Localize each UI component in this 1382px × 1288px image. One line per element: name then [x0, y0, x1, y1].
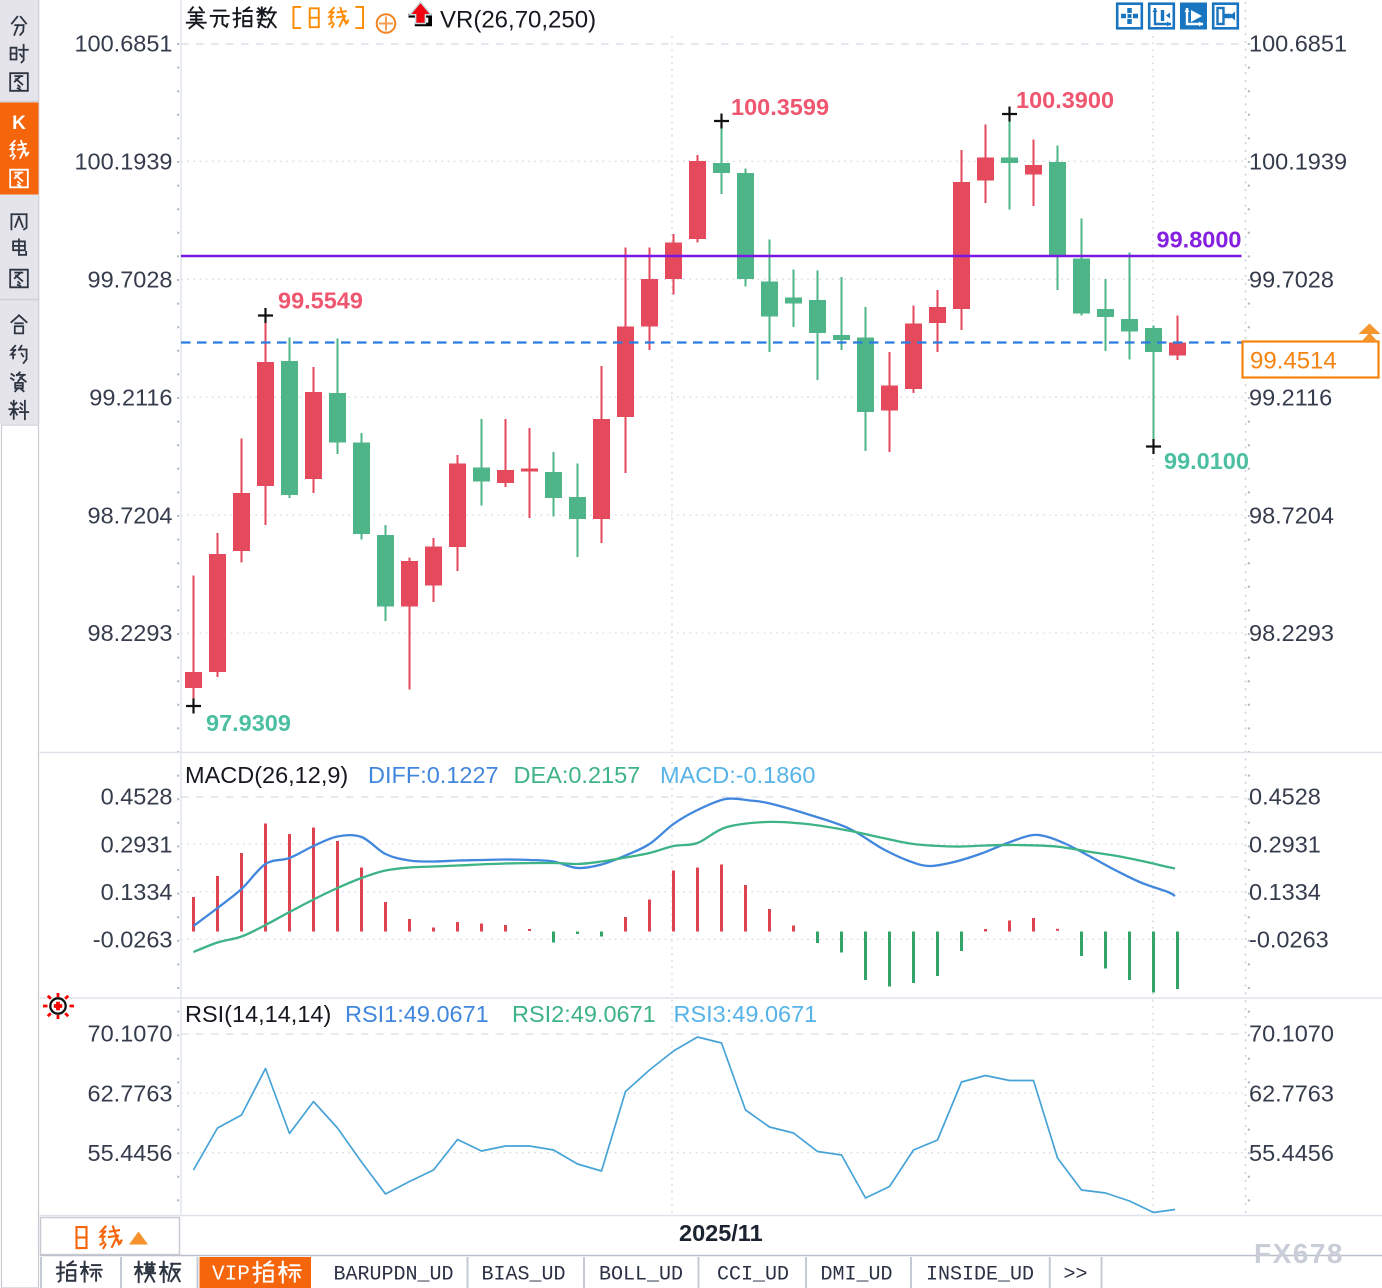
svg-text:RSI3:49.0671: RSI3:49.0671 [674, 1001, 818, 1027]
svg-text:55.4456: 55.4456 [1249, 1140, 1334, 1166]
svg-text:99.2116: 99.2116 [89, 384, 172, 410]
svg-text:RSI2:49.0671: RSI2:49.0671 [512, 1001, 656, 1027]
svg-text:BARUPDN_UD: BARUPDN_UD [333, 1264, 453, 1287]
svg-text:DEA:0.2157: DEA:0.2157 [514, 762, 641, 788]
svg-text:0.1334: 0.1334 [1249, 879, 1321, 905]
svg-text:62.7763: 62.7763 [1249, 1080, 1334, 1106]
svg-text:98.2293: 98.2293 [88, 620, 173, 646]
svg-text:BIAS_UD: BIAS_UD [481, 1264, 565, 1287]
svg-text:55.4456: 55.4456 [88, 1140, 173, 1166]
svg-text:70.1070: 70.1070 [1249, 1021, 1334, 1047]
svg-text:99.2116: 99.2116 [1249, 384, 1332, 410]
svg-text:0.1334: 0.1334 [101, 879, 173, 905]
svg-text:0.4528: 0.4528 [101, 784, 173, 810]
svg-text:100.6851: 100.6851 [1249, 31, 1347, 57]
svg-text:DIFF:0.1227: DIFF:0.1227 [368, 762, 499, 788]
svg-text:99.4514: 99.4514 [1250, 348, 1337, 375]
svg-text:0.2931: 0.2931 [101, 831, 173, 857]
svg-text:DMI_UD: DMI_UD [820, 1264, 892, 1287]
svg-text:MACD(26,12,9): MACD(26,12,9) [185, 762, 348, 788]
svg-text:98.7204: 98.7204 [88, 502, 173, 528]
svg-text:98.7204: 98.7204 [1249, 502, 1334, 528]
svg-text:100.1939: 100.1939 [1249, 149, 1347, 175]
svg-text:99.7028: 99.7028 [1249, 266, 1334, 292]
svg-text:99.7028: 99.7028 [88, 266, 173, 292]
svg-text:98.2293: 98.2293 [1249, 620, 1334, 646]
svg-text:100.3900: 100.3900 [1016, 87, 1114, 113]
svg-text:-0.0263: -0.0263 [1249, 927, 1329, 953]
svg-text:CCI_UD: CCI_UD [717, 1264, 789, 1287]
svg-text:MACD:-0.1860: MACD:-0.1860 [660, 762, 815, 788]
svg-text:RSI(14,14,14): RSI(14,14,14) [185, 1001, 331, 1027]
svg-text:RSI1:49.0671: RSI1:49.0671 [345, 1001, 489, 1027]
svg-text:-0.0263: -0.0263 [93, 927, 173, 953]
svg-text:100.1939: 100.1939 [74, 149, 172, 175]
svg-text:2025/11: 2025/11 [679, 1220, 763, 1246]
svg-text:0.2931: 0.2931 [1249, 831, 1321, 857]
svg-text:62.7763: 62.7763 [88, 1080, 173, 1106]
svg-text:70.1070: 70.1070 [88, 1021, 173, 1047]
svg-text:INSIDE_UD: INSIDE_UD [926, 1264, 1034, 1287]
svg-text:97.9309: 97.9309 [206, 710, 291, 736]
svg-text:99.8000: 99.8000 [1157, 227, 1242, 253]
svg-text:FX678: FX678 [1254, 1238, 1344, 1269]
svg-text:VR(26,70,250): VR(26,70,250) [440, 7, 596, 34]
svg-text:>>: >> [1063, 1264, 1087, 1287]
svg-text:0.4528: 0.4528 [1249, 784, 1321, 810]
svg-text:99.0100: 99.0100 [1164, 448, 1249, 474]
svg-text:VIP: VIP [212, 1264, 250, 1287]
svg-text:K: K [12, 113, 26, 134]
svg-text:99.5549: 99.5549 [278, 288, 363, 314]
svg-text:100.3599: 100.3599 [731, 94, 829, 120]
svg-text:100.6851: 100.6851 [74, 31, 172, 57]
svg-text:BOLL_UD: BOLL_UD [599, 1264, 683, 1287]
